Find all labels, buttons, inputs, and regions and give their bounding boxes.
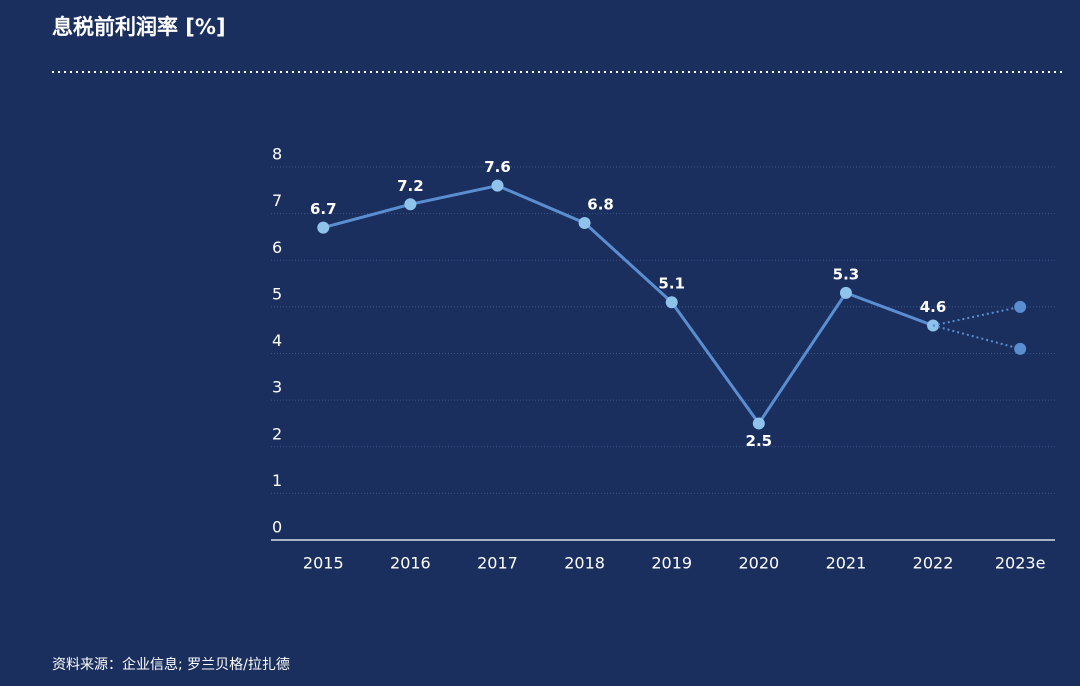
point	[839, 286, 852, 299]
y-tick-label: 4	[272, 331, 282, 350]
y-tick-label: 3	[272, 378, 282, 397]
x-tick-label: 2015	[303, 554, 344, 573]
data-label: 2.5	[746, 432, 773, 450]
x-tick-label: 2021	[826, 554, 867, 573]
y-tick-label: 6	[272, 238, 282, 257]
x-tick-label: 2017	[477, 554, 518, 573]
data-label: 7.2	[397, 177, 424, 195]
point	[491, 179, 504, 192]
data-label: 4.6	[920, 298, 947, 316]
point	[1014, 300, 1027, 313]
data-label: 6.8	[587, 195, 614, 213]
point	[752, 417, 765, 430]
series-line	[322, 184, 934, 427]
y-tick-label: 5	[272, 284, 282, 303]
data-label: 6.7	[310, 200, 337, 218]
x-tick-label: 2020	[738, 554, 779, 573]
point	[404, 198, 417, 211]
point	[665, 296, 678, 309]
data-label: 5.1	[658, 275, 685, 293]
data-label: 7.6	[484, 158, 511, 176]
y-tick-label: 7	[272, 191, 282, 210]
y-tick-label: 1	[272, 471, 282, 490]
x-tick-label: 2016	[390, 554, 431, 573]
y-tick-label: 0	[272, 518, 282, 537]
data-label: 5.3	[833, 265, 860, 283]
x-tick-label: 2022	[913, 554, 954, 573]
point	[578, 216, 591, 229]
x-tick-label: 2023e	[995, 554, 1046, 573]
point	[317, 221, 330, 234]
y-tick-label: 2	[272, 424, 282, 443]
chart-title: 息税前利润率 [%]	[52, 15, 226, 39]
series-line	[932, 324, 1021, 350]
point	[1014, 342, 1027, 355]
source: 资料来源：企业信息; 罗兰贝格/拉扎德	[52, 656, 290, 673]
x-tick-label: 2018	[564, 554, 605, 573]
y-tick-label: 8	[272, 145, 282, 164]
x-tick-label: 2019	[651, 554, 692, 573]
